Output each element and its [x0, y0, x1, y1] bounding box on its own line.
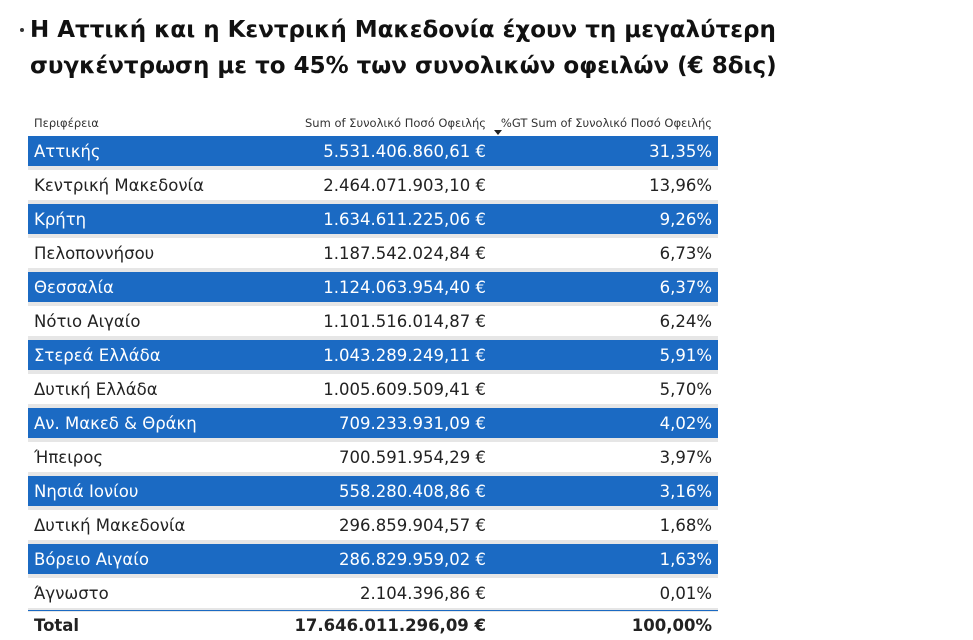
cell: 100,00% [631, 616, 712, 635]
cell: 4,02% [659, 413, 712, 433]
cell: 31,35% [649, 141, 712, 161]
cell: 5,91% [659, 345, 712, 365]
cell: Κεντρική Μακεδονία [34, 175, 204, 195]
cell: 1.043.289.249,11 € [323, 345, 486, 365]
cell: 2.104.396,86 € [360, 583, 486, 603]
cell: 6,73% [659, 243, 712, 263]
cell: Δυτική Ελλάδα [34, 379, 158, 399]
data-row: Στερεά Ελλάδα 1.043.289.249,11 € 5,91% [28, 340, 718, 374]
table: Περιφέρεια Sum of Συνολικό Ποσό Οφειλής %G… [28, 110, 718, 640]
cell: Θεσσαλία [34, 277, 114, 297]
cell: 1.124.063.954,40 € [323, 277, 486, 297]
cell: 3,16% [659, 481, 712, 501]
data-row: Δυτική Ελλάδα 1.005.609.509,41 € 5,70% [28, 374, 718, 408]
data-row: Κεντρική Μακεδονία 2.464.071.903,10 € 13,9… [28, 170, 718, 204]
cell: 5.531.406.860,61 € [323, 141, 486, 161]
header-row: Περιφέρεια Sum of Συνολικό Ποσό Οφειλής %G… [28, 110, 718, 136]
cell: Άγνωστο [34, 583, 109, 603]
sort-arrow [494, 130, 502, 135]
data-row: Άγνωστο 2.104.396,86 € 0,01% [28, 578, 718, 612]
cell: Κρήτη [34, 209, 87, 229]
cell: 1.634.611.225,06 € [323, 209, 486, 229]
cell: 1.101.516.014,87 € [323, 311, 486, 331]
data-row: Αττικής 5.531.406.860,61 € 31,35% [28, 136, 718, 170]
cell: Total [34, 616, 80, 635]
cell: 700.591.954,29 € [339, 447, 486, 467]
cell: Στερεά Ελλάδα [34, 345, 161, 365]
cell: 3,97% [659, 447, 712, 467]
cell: 1.187.542.024,84 € [323, 243, 486, 263]
data-row: Ήπειρος 700.591.954,29 € 3,97% [28, 442, 718, 476]
data-row: Πελοποννήσου 1.187.542.024,84 € 6,73% [28, 238, 718, 272]
cell: 296.859.904,57 € [339, 515, 486, 535]
cell: Νότιο Αιγαίο [34, 311, 141, 331]
cell: 6,24% [659, 311, 712, 331]
cell: Νησιά Ιονίου [34, 481, 139, 501]
cell: 17.646.011.296,09 € [294, 616, 486, 635]
cell: 286.829.959,02 € [339, 549, 486, 569]
cell: 9,26% [659, 209, 712, 229]
cell: Πελοποννήσου [34, 243, 155, 263]
data-row: Κρήτη 1.634.611.225,06 € 9,26% [28, 204, 718, 238]
cell: Βόρειο Αιγαίο [34, 549, 149, 569]
data-row: Δυτική Μακεδονία 296.859.904,57 € 1,68% [28, 510, 718, 544]
cell: 1.005.609.509,41 € [323, 379, 486, 399]
title: Η Αττική και η Κεντρική Μακεδονία έχουν … [30, 17, 777, 79]
cell: 1,63% [659, 549, 712, 569]
cell: 2.464.071.903,10 € [323, 175, 486, 195]
cell[interactable]: %GT Sum of Συνολικό Ποσό Οφειλής [500, 116, 712, 130]
cell: Αν. Μακεδ & Θράκη [34, 413, 197, 433]
cell: 13,96% [649, 175, 712, 195]
data-row: Θεσσαλία 1.124.063.954,40 € 6,37% [28, 272, 718, 306]
bullet [20, 28, 24, 32]
cell: 6,37% [659, 277, 712, 297]
cell[interactable]: Sum of Συνολικό Ποσό Οφειλής [305, 116, 486, 130]
data-row: Βόρειο Αιγαίο 286.829.959,02 € 1,63% [28, 544, 718, 578]
cell: 5,70% [659, 379, 712, 399]
cell: Ήπειρος [34, 447, 104, 467]
data-row: Νησιά Ιονίου 558.280.408,86 € 3,16% [28, 476, 718, 510]
data-row: Αν. Μακεδ & Θράκη 709.233.931,09 € 4,02% [28, 408, 718, 442]
cell: 1,68% [659, 515, 712, 535]
total-row: Total 17.646.011.296,09 € 100,00% [28, 610, 718, 640]
cell: 0,01% [659, 583, 712, 603]
cell[interactable]: Περιφέρεια [34, 116, 99, 130]
cell: Αττικής [34, 141, 101, 161]
cell: Δυτική Μακεδονία [34, 515, 186, 535]
data-row: Νότιο Αιγαίο 1.101.516.014,87 € 6,24% [28, 306, 718, 340]
cell: 558.280.408,86 € [339, 481, 486, 501]
cell: 709.233.931,09 € [339, 413, 486, 433]
